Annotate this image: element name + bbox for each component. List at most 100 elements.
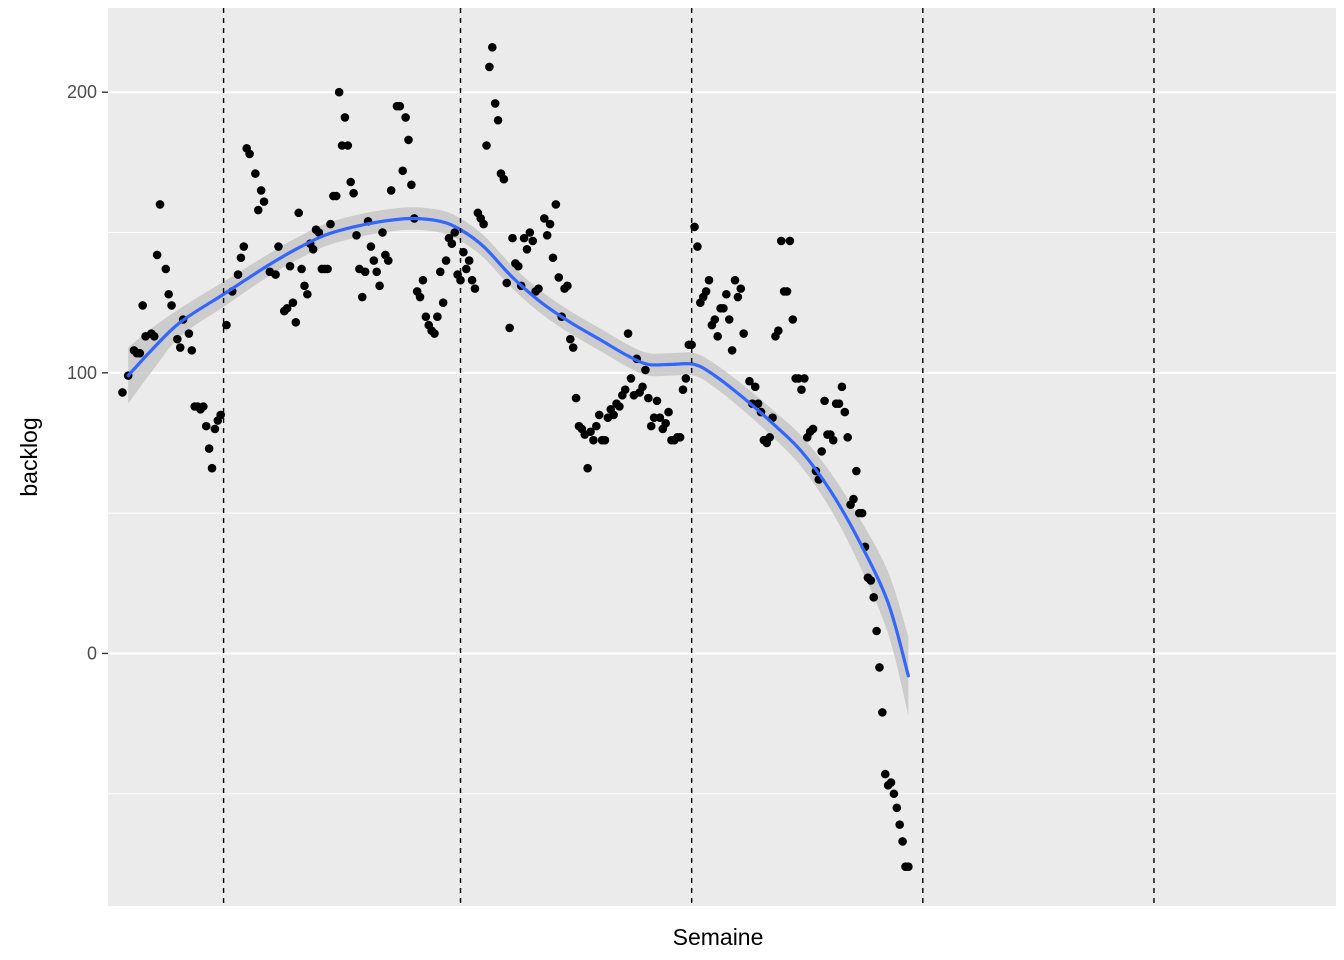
data-point — [528, 236, 538, 246]
data-point — [568, 343, 578, 352]
data-point — [519, 233, 529, 243]
data-point — [548, 253, 558, 263]
data-point — [357, 292, 367, 302]
plot-panel — [108, 8, 1336, 906]
data-point — [138, 301, 147, 310]
data-point — [216, 410, 225, 420]
data-point — [513, 261, 523, 271]
data-point — [467, 275, 477, 285]
data-point — [334, 87, 344, 97]
data-point — [724, 315, 734, 324]
data-point — [589, 435, 598, 445]
data-point — [152, 250, 162, 260]
data-point — [690, 222, 699, 232]
data-point — [687, 340, 696, 350]
data-point — [849, 494, 858, 504]
data-point — [175, 343, 185, 352]
data-point — [207, 463, 217, 473]
data-point — [750, 382, 760, 392]
data-point — [236, 253, 246, 263]
data-point — [583, 463, 592, 473]
data-point — [372, 267, 382, 277]
data-point — [817, 447, 826, 456]
data-point — [470, 284, 480, 293]
data-point — [435, 267, 445, 277]
data-point — [563, 281, 572, 291]
data-point — [314, 228, 324, 237]
data-point — [800, 374, 809, 383]
data-point — [878, 708, 887, 717]
data-point — [418, 275, 428, 285]
data-point — [623, 329, 633, 338]
data-point — [288, 298, 298, 307]
data-point — [438, 298, 448, 307]
data-point — [788, 315, 798, 324]
data-point — [534, 284, 543, 293]
data-point — [346, 177, 356, 187]
data-point — [430, 329, 439, 338]
data-point — [291, 318, 301, 327]
data-point — [326, 219, 335, 229]
data-point — [155, 200, 165, 209]
data-point — [433, 312, 442, 321]
smooth-line — [126, 216, 910, 678]
data-point — [664, 407, 673, 417]
data-point — [892, 803, 902, 813]
data-point — [274, 242, 283, 251]
data-point — [487, 42, 497, 52]
data-point — [450, 228, 460, 237]
data-point — [782, 287, 792, 296]
data-point — [693, 242, 702, 251]
y-tick-label: 100 — [67, 363, 97, 383]
data-point — [256, 186, 266, 195]
y-axis-ticks: 0 100 200 — [67, 82, 108, 663]
data-point — [285, 261, 295, 271]
data-point — [736, 284, 746, 293]
data-point — [808, 424, 818, 434]
data-point — [678, 385, 688, 394]
data-point — [499, 174, 509, 184]
data-point — [840, 407, 850, 417]
data-point — [441, 256, 451, 265]
data-point — [300, 281, 309, 291]
data-point — [464, 256, 474, 265]
data-point — [895, 820, 904, 829]
data-point — [727, 346, 737, 355]
data-point — [386, 186, 396, 195]
data-point — [713, 332, 722, 341]
data-point — [540, 214, 549, 223]
data-point — [401, 113, 410, 122]
data-point — [459, 247, 468, 257]
data-point — [522, 245, 532, 254]
data-point — [626, 374, 636, 383]
x-axis-title: Semaine — [673, 924, 764, 950]
data-point — [447, 239, 457, 249]
data-point — [222, 320, 231, 330]
data-point — [566, 334, 575, 344]
data-point — [184, 329, 194, 338]
data-point — [251, 169, 260, 178]
data-point — [592, 421, 601, 431]
data-point — [135, 348, 145, 358]
data-point — [904, 862, 913, 872]
data-point — [201, 421, 211, 431]
data-point — [161, 264, 171, 274]
data-point — [722, 289, 731, 299]
data-point — [655, 413, 665, 423]
data-point — [828, 435, 838, 445]
data-point — [508, 233, 517, 243]
data-point — [421, 312, 431, 321]
data-point — [199, 402, 208, 411]
data-point — [600, 435, 610, 445]
data-point — [187, 346, 197, 355]
data-point — [375, 281, 384, 291]
data-point — [644, 393, 653, 403]
data-point — [866, 576, 876, 585]
data-point — [173, 334, 182, 344]
data-point — [765, 433, 774, 442]
data-point — [774, 326, 783, 336]
data-point — [753, 399, 763, 408]
data-point — [485, 62, 494, 72]
data-point — [701, 287, 711, 296]
